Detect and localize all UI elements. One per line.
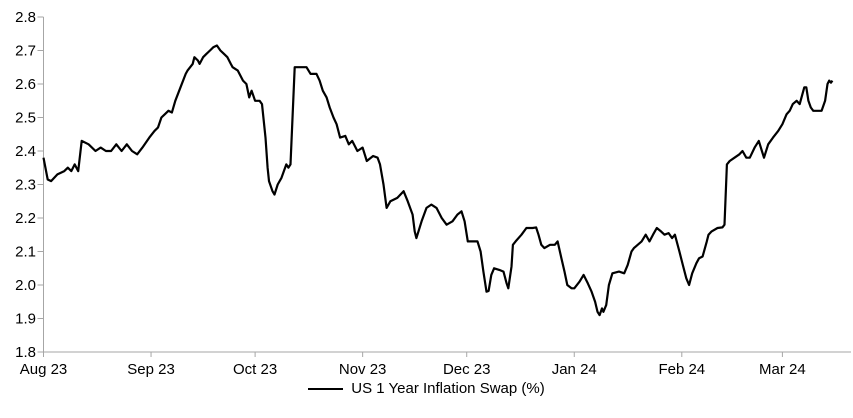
y-tick-label: 2.3: [15, 177, 36, 194]
y-tick-label: 2.6: [15, 76, 36, 93]
y-tick-label: 2.8: [15, 9, 36, 26]
y-tick-label: 2.5: [15, 110, 36, 127]
x-tick-label: Dec 23: [443, 361, 491, 378]
series-line-us-1y-inflation-swap: [42, 44, 834, 317]
y-tick-label: 1.9: [15, 311, 36, 328]
x-tick-label: Sep 23: [127, 361, 175, 378]
legend-line-swatch: [308, 387, 344, 390]
y-tick-label: 2.1: [15, 244, 36, 261]
legend-label: US 1 Year Inflation Swap (%): [351, 380, 545, 397]
y-tick-label: 2.4: [15, 143, 36, 160]
y-tick-label: 2.0: [15, 277, 36, 294]
x-tick-label: Mar 24: [759, 361, 806, 378]
x-tick-label: Oct 23: [233, 361, 277, 378]
legend: US 1 Year Inflation Swap (%): [0, 380, 853, 397]
x-tick-label: Aug 23: [20, 361, 68, 378]
x-tick-label: Nov 23: [339, 361, 387, 378]
x-tick-label: Feb 24: [658, 361, 705, 378]
y-tick-label: 1.8: [15, 344, 36, 361]
y-tick-label: 2.7: [15, 43, 36, 60]
x-tick-label: Jan 24: [552, 361, 597, 378]
y-tick-label: 2.2: [15, 210, 36, 227]
x-axis-ticks: Aug 23 Sep 23 Oct 23 Nov 23 Dec 23 Jan 24 Feb …: [20, 352, 806, 378]
y-axis-ticks: 2.8 2.7 2.6 2.5 2.4 2.3 2.2 2.1 2.0 1.9 1.8: [15, 9, 44, 361]
